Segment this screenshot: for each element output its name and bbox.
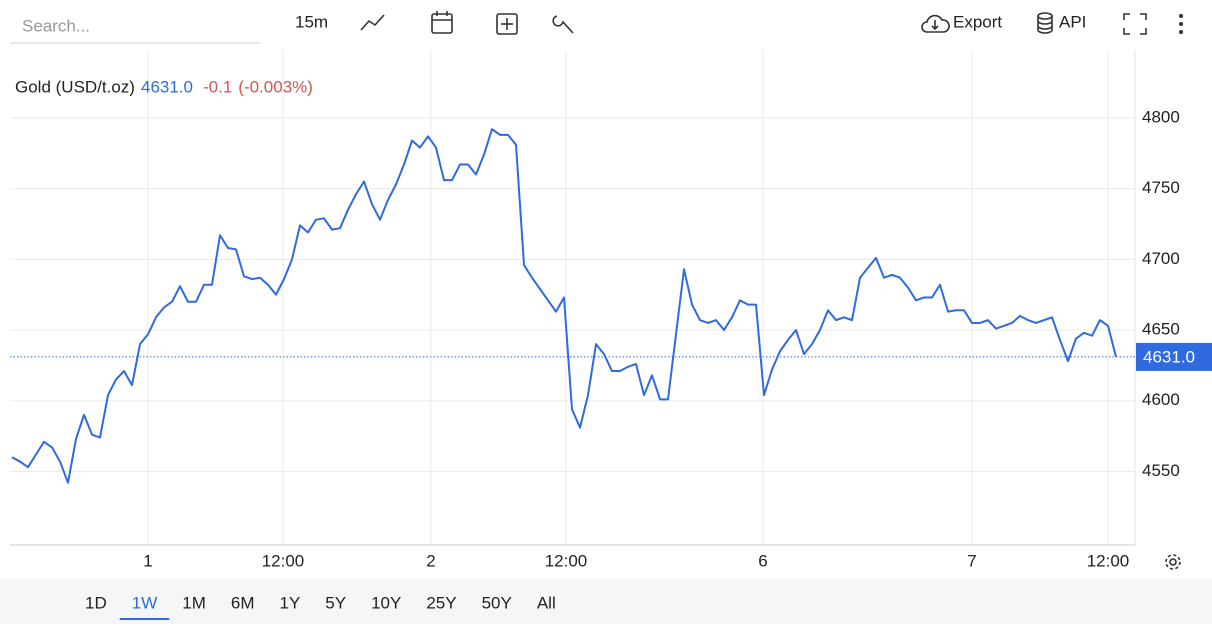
menu-icon[interactable] [1179,14,1183,34]
last-price-badge [1136,342,1212,371]
api-button[interactable]: API [1037,12,1086,34]
y-tick-label: 4600 [1142,390,1180,409]
range-button[interactable]: All [537,593,556,612]
range-button[interactable]: 50Y [482,593,512,612]
fullscreen-icon[interactable] [1123,13,1147,35]
chart: 4550 4600 4650 4700 4750 4800 1 12:00 2 12:00 6 7 12… [10,50,1212,570]
range-button[interactable]: 1D [85,593,107,612]
y-tick-label: 4800 [1142,107,1180,126]
y-tick-label: 4550 [1142,461,1180,480]
range-button[interactable]: 6M [231,593,255,612]
add-indicator-icon[interactable] [496,13,518,35]
y-tick-label: 4700 [1142,249,1180,268]
x-tick-label: 12:00 [545,551,588,570]
range-buttons: 1D 1W 1M 6M 1Y 5Y 10Y 25Y 50Y All [85,593,556,620]
price-line [11,128,1117,484]
range-button[interactable]: 5Y [325,593,346,612]
export-label[interactable]: Export [953,12,1002,31]
x-tick-label: 2 [426,551,435,570]
range-bar [0,579,1212,624]
price-change: -0.1 [203,77,232,96]
x-tick-label: 12:00 [1087,551,1130,570]
api-label[interactable]: API [1059,12,1086,31]
x-tick-label: 1 [143,551,152,570]
range-button[interactable]: 1Y [279,593,300,612]
range-button[interactable]: 1W [132,593,158,612]
price-change-pct: (-0.003%) [238,77,313,96]
x-tick-label: 7 [967,551,976,570]
y-tick-label: 4750 [1142,178,1180,197]
line-type-icon[interactable] [360,14,385,31]
range-button[interactable]: 25Y [426,593,456,612]
tools-icon[interactable] [552,15,574,34]
y-tick-label: 4650 [1142,320,1180,339]
range-button[interactable]: 10Y [371,593,401,612]
x-tick-label: 6 [758,551,767,570]
export-button[interactable]: Export [921,12,1002,33]
settings-icon[interactable] [1165,554,1181,570]
calendar-icon[interactable] [431,11,453,34]
x-tick-label: 12:00 [262,551,305,570]
chart-title: Gold (USD/t.oz) [15,77,135,96]
last-price: 4631.0 [141,77,193,96]
range-button[interactable]: 1M [182,593,206,612]
interval-button[interactable]: 15m [295,12,328,31]
last-price-label: 4631.0 [1143,347,1195,366]
search-input[interactable]: Search... [22,16,90,35]
active-underline [119,618,170,620]
